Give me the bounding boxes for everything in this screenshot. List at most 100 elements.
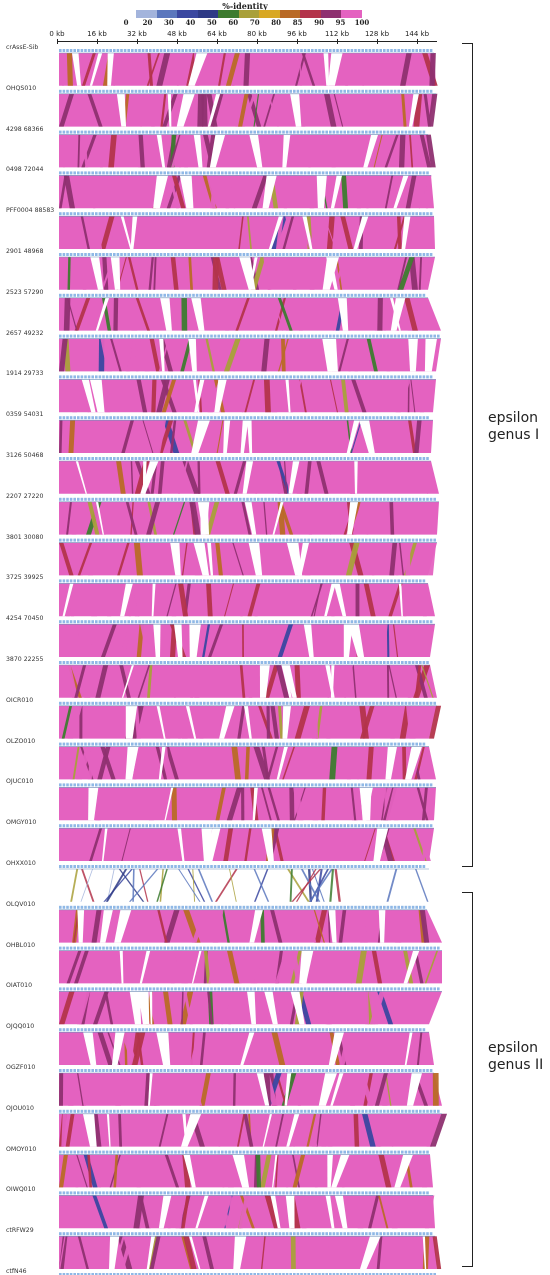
gene-arrow <box>145 293 148 297</box>
gene-arrow <box>289 130 292 134</box>
gene-arrow <box>239 334 242 338</box>
gene-arrow <box>375 905 379 909</box>
gene-arrow <box>213 375 217 379</box>
gene-arrow <box>185 130 188 134</box>
gene-arrow <box>271 1069 274 1072</box>
gene-arrow <box>87 375 91 379</box>
gene-arrow <box>343 293 346 297</box>
gene-arrow <box>390 416 393 420</box>
gene-arrow <box>239 457 242 460</box>
gene-arrow <box>411 620 415 624</box>
gene-arrow <box>419 375 422 379</box>
gene-arrow <box>285 620 289 624</box>
gene-arrow <box>195 130 199 134</box>
gene-arrow <box>293 49 296 52</box>
synteny-link <box>267 93 279 127</box>
gene-arrow <box>192 293 195 297</box>
gene-arrow <box>264 375 267 379</box>
gene-arrow <box>145 783 148 787</box>
gene-arrow <box>278 334 282 338</box>
gene-arrow <box>267 579 271 583</box>
gene-arrow <box>390 253 393 256</box>
gene-arrow <box>105 701 109 705</box>
gene-arrow <box>84 783 87 787</box>
synteny-link <box>302 828 310 861</box>
gene-arrow <box>224 293 228 297</box>
gene-arrow <box>185 497 188 501</box>
gene-arrow <box>95 457 98 460</box>
synteny-link <box>346 746 353 780</box>
gene-arrow <box>383 293 386 297</box>
synteny-link <box>289 869 293 902</box>
genome-track <box>59 1191 433 1196</box>
gene-arrow <box>429 89 433 93</box>
gene-arrow <box>167 1273 170 1275</box>
gene-arrow <box>242 579 246 583</box>
gene-arrow <box>80 497 84 501</box>
gene-arrow <box>123 661 127 664</box>
gene-arrow <box>181 253 184 256</box>
gene-arrow <box>296 497 300 501</box>
gene-arrow <box>350 987 354 991</box>
gene-arrow <box>87 1191 91 1195</box>
synteny-link <box>414 420 422 453</box>
gene-arrow <box>325 905 328 909</box>
gene-arrow <box>303 293 307 297</box>
synteny-gap <box>129 991 142 1025</box>
gene-arrow <box>393 89 397 93</box>
gene-arrow <box>206 1109 210 1113</box>
gene-arrow <box>192 1069 195 1072</box>
gene-arrow <box>77 905 80 909</box>
gene-arrow <box>116 1191 120 1195</box>
synteny-link <box>311 1236 317 1269</box>
gene-arrow <box>134 1028 138 1032</box>
gene-arrow <box>217 253 220 256</box>
gene-arrow <box>141 742 145 746</box>
gene-arrow <box>170 89 174 93</box>
gene-arrow <box>372 416 375 420</box>
gene-arrow <box>235 742 238 746</box>
gene-arrow <box>408 171 411 175</box>
gene-arrow <box>336 1069 339 1072</box>
gene-arrow <box>318 334 321 338</box>
gene-arrow <box>199 538 202 542</box>
synteny-gap <box>249 909 263 943</box>
gene-arrow <box>321 375 325 379</box>
gene-arrow <box>365 1150 368 1154</box>
gene-arrow <box>181 457 184 460</box>
gene-arrow <box>195 538 199 542</box>
gene-arrow <box>365 783 368 787</box>
gene-arrow <box>127 49 130 52</box>
gene-arrow <box>80 905 84 909</box>
gene-arrow <box>390 334 393 338</box>
synteny-link <box>157 909 168 943</box>
synteny-gap <box>121 665 135 698</box>
genome-track <box>59 1028 429 1033</box>
gene-arrow <box>365 130 368 134</box>
gene-arrow <box>278 701 282 705</box>
gene-arrow <box>397 375 400 379</box>
gene-arrow <box>296 171 300 175</box>
gene-arrow <box>87 1028 91 1032</box>
legend-color-scale <box>136 10 363 18</box>
gene-arrow <box>404 661 408 664</box>
gene-arrow <box>365 905 368 909</box>
gene-arrow <box>185 824 188 828</box>
gene-arrow <box>361 293 364 297</box>
gene-arrow <box>77 1191 80 1195</box>
synteny-link <box>253 869 270 902</box>
gene-arrow <box>386 620 390 624</box>
gene-arrow <box>383 742 386 746</box>
gene-arrow <box>116 1150 120 1154</box>
gene-arrow <box>257 701 260 705</box>
gene-arrow <box>235 212 238 216</box>
gene-arrow <box>361 457 364 460</box>
gene-arrow <box>372 783 375 787</box>
gene-arrow <box>73 620 76 624</box>
synteny-link <box>405 542 411 576</box>
gene-arrow <box>303 49 307 52</box>
synteny-gap <box>153 175 169 209</box>
gene-arrow <box>249 171 253 175</box>
gene-arrow <box>210 824 213 828</box>
synteny-band <box>59 909 442 943</box>
